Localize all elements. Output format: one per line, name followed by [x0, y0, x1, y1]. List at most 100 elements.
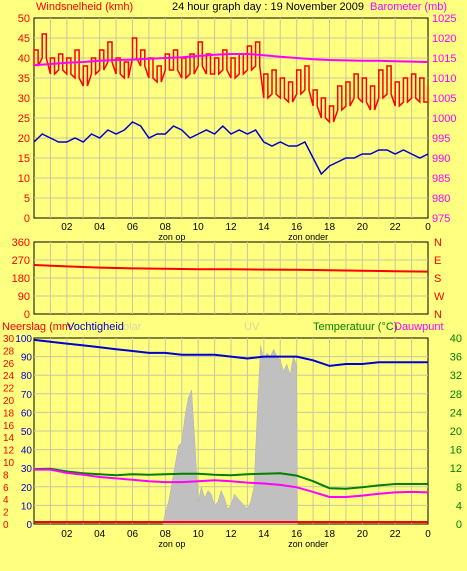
temperature-tick-label: 32 [450, 370, 462, 382]
x-tick-label: 18 [324, 222, 336, 233]
neerslag-tick-label: 12 [3, 446, 15, 457]
barometer-tick-label: 1020 [432, 33, 456, 45]
vochtigheid-tick-label: 0 [26, 520, 32, 531]
compass-tick-label: W [434, 291, 445, 303]
wind-direction-line [33, 264, 429, 273]
neerslag-tick-label: 8 [3, 470, 9, 481]
neerslag-tick-label: 0 [3, 520, 9, 531]
x-tick-label: 10 [193, 529, 205, 540]
wind-tick-label: 35 [18, 73, 30, 85]
temperature-tick-label: 4 [456, 500, 462, 512]
x-tick-label: 02 [61, 222, 73, 233]
compass-tick-label: N [434, 309, 442, 321]
temperature-tick-label: 8 [456, 482, 462, 494]
barometer-tick-label: 985 [432, 173, 450, 185]
temperature-tick-label: 12 [450, 463, 462, 475]
temperature-line [33, 467, 428, 490]
chart-layer: 0510152025303540455097598098599099510001… [3, 13, 462, 549]
x-tick-label: 14 [258, 222, 270, 233]
temperature-tick-label: 40 [450, 333, 462, 345]
neerslag-tick-label: 16 [3, 421, 15, 432]
neerslag-tick-label: 26 [3, 359, 15, 370]
barometer-tick-label: 975 [432, 213, 450, 225]
vochtigheid-tick-label: 10 [21, 501, 33, 512]
temperature-tick-label: 20 [450, 426, 462, 438]
direction-tick-label: 270 [12, 255, 30, 267]
neerslag-tick-label: 28 [3, 346, 15, 357]
barometer-line [33, 53, 429, 67]
wind-tick-label: 15 [18, 153, 30, 165]
wind-tick-label: 5 [24, 193, 30, 205]
temperature-tick-label: 0 [456, 519, 462, 531]
temperature-tick-label: 28 [450, 389, 462, 401]
x-tick-label: 06 [127, 529, 139, 540]
neerslag-tick-label: 6 [3, 483, 9, 494]
neerslag-tick-label: 2 [3, 508, 9, 519]
barometer-tick-label: 1005 [432, 93, 456, 105]
barometer-tick-label: 995 [432, 133, 450, 145]
solar-axis-title: olar [123, 321, 142, 333]
neerslag-axis-title: Neerslag (mm [2, 321, 71, 333]
x-tick-label: 22 [390, 529, 402, 540]
neerslag-tick-label: 18 [3, 408, 15, 419]
temperature-tick-label: 36 [450, 352, 462, 364]
x-tick-label: 20 [357, 529, 369, 540]
neerslag-tick-label: 24 [3, 371, 15, 382]
barometer-axis-title: Barometer (mb) [370, 1, 447, 13]
solar-area [162, 345, 298, 525]
x-tick-label: 20 [357, 222, 369, 233]
wind-tick-label: 30 [18, 93, 30, 105]
compass-tick-label: S [434, 273, 441, 285]
temperatuur-axis-title: Temperatuur (°C) [313, 321, 397, 333]
wind-tick-label: 0 [24, 213, 30, 225]
x-note-label: zon op [158, 539, 185, 549]
temperature-line-top [33, 121, 429, 176]
x-tick-label: 02 [61, 529, 73, 540]
vochtigheid-tick-label: 30 [21, 464, 33, 475]
dauwpunt-axis-title: Dauwpunt [394, 321, 444, 333]
direction-tick-label: 0 [24, 309, 30, 321]
vochtigheid-tick-label: 100 [15, 334, 32, 345]
temperature-tick-label: 16 [450, 445, 462, 457]
direction-tick-label: 360 [12, 237, 30, 249]
dewpoint-line [34, 468, 429, 498]
x-tick-label: 14 [258, 529, 270, 540]
uv-axis-title: UV [244, 321, 260, 333]
chart-title: 24 hour graph day : 19 November 2009 [172, 1, 364, 13]
vochtigheid-axis-title: Vochtigheid [67, 321, 124, 333]
x-tick-label: 18 [324, 529, 336, 540]
x-tick-label: 10 [193, 222, 205, 233]
x-tick-label: 08 [160, 529, 172, 540]
x-tick-label: 16 [291, 529, 303, 540]
vochtigheid-tick-label: 70 [21, 390, 33, 401]
x-tick-label: 12 [225, 529, 237, 540]
temperature-tick-label: 24 [450, 407, 462, 419]
x-tick-label: 16 [291, 222, 303, 233]
wind-tick-label: 40 [18, 53, 30, 65]
direction-tick-label: 90 [18, 291, 30, 303]
neerslag-tick-label: 14 [3, 433, 15, 444]
neerslag-tick-label: 4 [3, 495, 9, 506]
wind-speed-line [33, 33, 429, 124]
barometer-tick-label: 990 [432, 153, 450, 165]
vochtigheid-tick-label: 90 [21, 353, 33, 364]
x-tick-label: 06 [127, 222, 139, 233]
x-tick-label: 08 [160, 222, 172, 233]
barometer-tick-label: 1000 [432, 113, 456, 125]
wind-axis-title: Windsnelheid (kmh) [36, 1, 133, 13]
humidity-line [33, 338, 428, 367]
barometer-tick-label: 1010 [432, 73, 456, 85]
vochtigheid-tick-label: 20 [21, 483, 33, 494]
x-tick-label: 0 [425, 222, 431, 233]
x-note-label: zon onder [288, 539, 328, 549]
x-tick-label: 04 [94, 222, 106, 233]
neerslag-tick-label: 22 [3, 384, 15, 395]
x-note-label: zon onder [288, 232, 328, 242]
x-tick-label: 0 [425, 529, 431, 540]
barometer-tick-label: 980 [432, 193, 450, 205]
wind-tick-label: 45 [18, 33, 30, 45]
neerslag-tick-label: 20 [3, 396, 15, 407]
compass-tick-label: E [434, 255, 441, 267]
